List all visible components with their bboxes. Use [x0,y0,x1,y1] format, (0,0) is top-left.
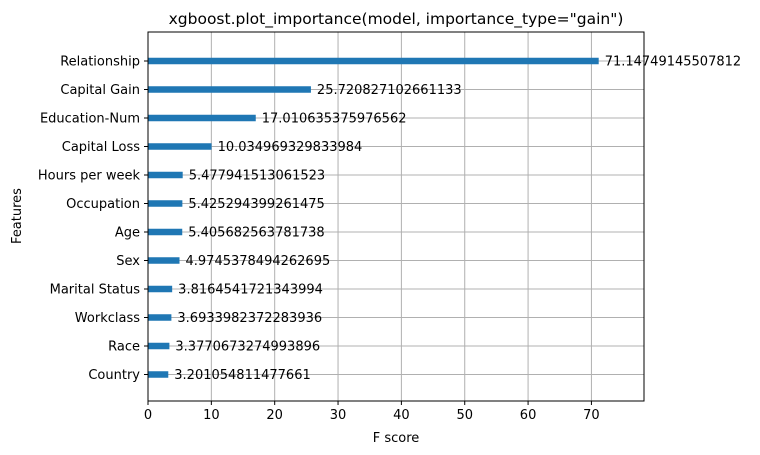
bar [148,114,256,122]
y-tick-label: Sex [116,254,140,269]
y-tick-label: Country [88,368,140,383]
bar [148,257,180,264]
bar-value-label: 17.010635375976562 [262,112,407,127]
y-tick-label: Marital Status [50,283,141,298]
y-tick-label: Relationship [60,55,140,70]
x-tick-label: 50 [456,408,473,423]
bar-value-label: 71.14749145507812 [605,55,741,70]
bar [148,371,169,378]
bar [148,86,311,93]
y-tick-label: Education-Num [40,112,140,127]
bar-value-label: 5.477941513061523 [189,169,325,184]
plot-frame [147,31,645,402]
bars [148,57,599,378]
ticks: 0 10 20 30 40 50 60 70 Relationship Capital Gain E… [38,55,600,424]
bar-value-label: 3.3770673274993896 [175,340,320,355]
x-tick-label: 30 [330,408,347,423]
x-tick-label: 70 [583,408,600,423]
bar-value-label: 3.8164541721343994 [178,283,323,298]
chart-title: xgboost.plot_importance(model, importanc… [169,10,624,29]
bar-value-label: 5.405682563781738 [188,226,324,241]
y-tick-label: Occupation [66,197,140,212]
bar [148,228,183,236]
x-tick-label: 60 [520,408,537,423]
bar-value-label: 3.6933982372283936 [177,311,322,326]
bar [148,314,172,321]
bar [148,342,170,350]
bar [148,200,183,207]
y-tick-label: Race [108,340,140,355]
bar-value-label: 4.9745378494262695 [186,254,331,269]
x-tick-label: 0 [144,408,152,423]
value-labels: 71.14749145507812 25.720827102661133 17.01… [174,55,741,384]
bar-value-label: 25.720827102661133 [317,83,462,98]
y-axis-title: Features [10,188,25,244]
bar [148,171,183,179]
bar-value-label: 10.034969329833984 [218,140,363,155]
x-tick-label: 10 [203,408,220,423]
bar [148,285,173,293]
y-tick-label: Workclass [75,311,140,326]
bar [148,57,599,65]
y-tick-label: Hours per week [38,169,141,184]
bar [148,143,212,150]
y-tick-label: Capital Loss [62,140,140,155]
x-tick-label: 40 [393,408,410,423]
x-tick-label: 20 [266,408,283,423]
bar-value-label: 3.201054811477661 [174,368,310,383]
x-axis-title: F score [373,431,420,446]
y-tick-label: Capital Gain [60,83,140,98]
bar-value-label: 5.425294399261475 [188,197,324,212]
y-tick-label: Age [115,226,140,241]
